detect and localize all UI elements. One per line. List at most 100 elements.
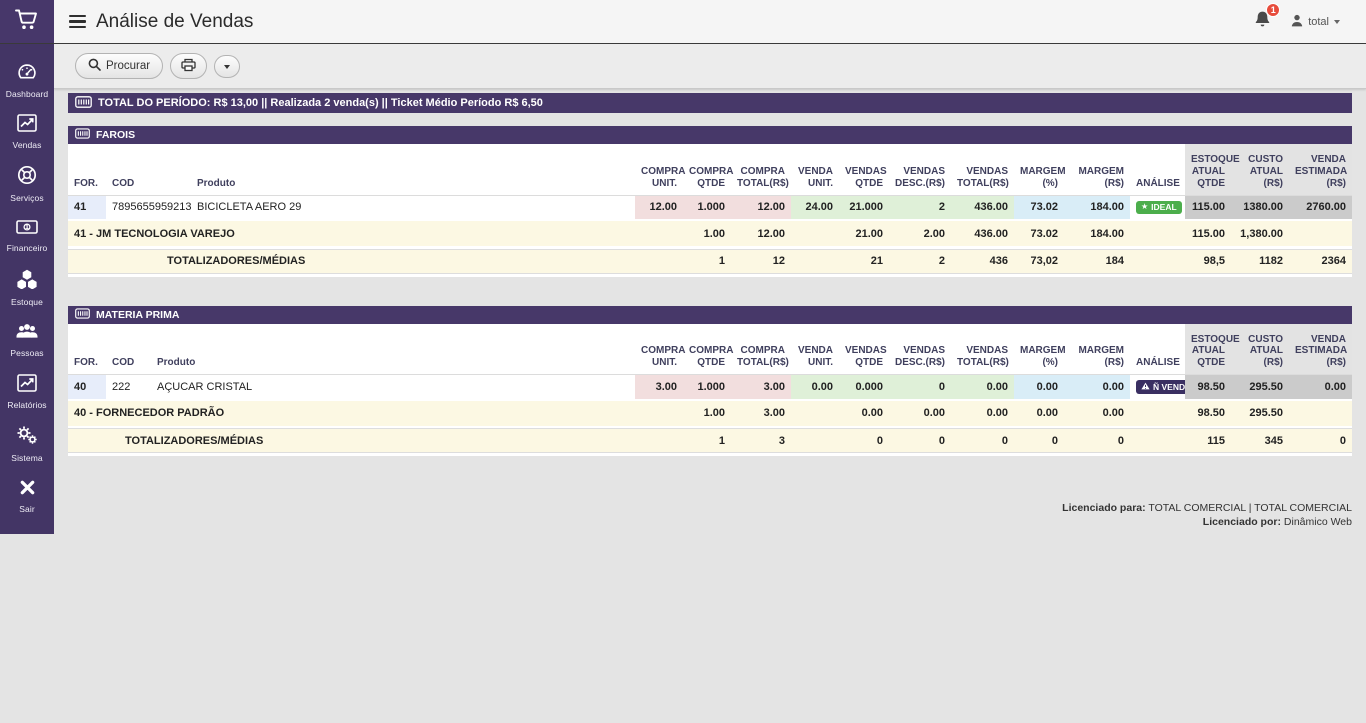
sidebar-item-financeiro[interactable]: 1 Financeiro — [0, 210, 54, 262]
col-margem-rs: MARGEM (R$) — [1078, 165, 1124, 189]
analise-nao-vendeu-badge: Ñ VENDEU — [1136, 379, 1185, 394]
cell-venda-estimada: 0.00 — [1289, 374, 1352, 400]
sidebar-item-sair[interactable]: Sair — [0, 470, 54, 522]
sidebar-item-relatorios[interactable]: Relatórios — [0, 366, 54, 418]
period-summary-bar: TOTAL DO PERÍODO: R$ 13,00 || Realizada … — [68, 93, 1352, 113]
col-compra-unit: COMPRA UNIT. — [641, 345, 686, 369]
col-analise: ANÁLISE — [1136, 177, 1180, 189]
sidebar-item-vendas[interactable]: Vendas — [0, 106, 54, 158]
col-compra-total: COMPRA TOTAL(R$) — [737, 165, 789, 189]
section-title: FAROIS — [96, 129, 136, 141]
barcode-icon — [75, 128, 90, 142]
col-produto: Produto — [197, 177, 236, 189]
col-compra-qtde: COMPRA QTDE — [689, 165, 734, 189]
table-header-row: FOR. COD Produto COMPRA UNIT. COMPRA QTD… — [68, 144, 1352, 195]
cell-analise: Ñ VENDEU — [1130, 375, 1185, 400]
license-info: Licenciado para: TOTAL COMERCIAL | TOTAL… — [68, 501, 1352, 529]
sidebar-item-label: Sair — [19, 503, 35, 514]
totals-label: TOTALIZADORES/MÉDIAS — [68, 428, 635, 453]
cell-custo-atual: 295.50 — [1231, 374, 1289, 400]
col-cod: COD — [112, 357, 135, 369]
licensed-to-label: Licenciado para: — [1062, 502, 1146, 514]
col-cod: COD — [112, 177, 135, 189]
col-analise: ANÁLISE — [1136, 357, 1180, 369]
col-venda-estimada: VENDA ESTIMADA (R$) — [1289, 323, 1352, 375]
barcode-icon — [75, 95, 92, 111]
notification-count-badge: 1 — [1266, 2, 1281, 17]
cell-for: 40 — [68, 374, 106, 400]
users-icon — [15, 322, 39, 345]
subtotal-label: 40 - FORNECEDOR PADRÃO — [68, 398, 635, 426]
menu-toggle-icon[interactable] — [67, 11, 88, 33]
sidebar-item-estoque[interactable]: Estoque — [0, 262, 54, 314]
totals-row: TOTALIZADORES/MÉDIAS 1 3 0 0 0 0 0 115 — [68, 428, 1352, 453]
subtotal-label: 41 - JM TECNOLOGIA VAREJO — [68, 219, 635, 246]
licensed-by-value: Dinâmico Web — [1283, 516, 1352, 528]
sidebar-item-label: Serviços — [10, 193, 44, 203]
table-row: 41 7895655959213 BICICLETA AERO 29 12.00… — [68, 195, 1352, 220]
cell-compra-unit: 12.00 — [635, 195, 683, 220]
bell-icon — [1254, 11, 1271, 33]
col-vendas-desc: VENDAS DESC.(R$) — [895, 345, 946, 369]
cell-custo-atual: 1380.00 — [1231, 195, 1289, 220]
search-button-label: Procurar — [106, 60, 151, 72]
licensed-by-label: Licenciado por: — [1202, 516, 1281, 528]
col-vendas-total: VENDAS TOTAL(R$) — [957, 345, 1009, 369]
cell-vendas-qtde: 0.000 — [839, 374, 889, 400]
cell-cod: 7895655959213 — [112, 201, 191, 214]
cart-icon — [14, 7, 40, 36]
section-farois: FAROIS FOR. COD Produto COMPRA UNIT. — [68, 126, 1352, 277]
supplier-subtotal-row: 40 - FORNECEDOR PADRÃO 1.00 3.00 0.00 0.… — [68, 398, 1352, 426]
cell-vendas-qtde: 21.000 — [839, 195, 889, 220]
cell-analise: ★ IDEAL — [1130, 195, 1185, 220]
col-custo-atual: CUSTO ATUAL (R$) — [1231, 144, 1289, 195]
products-table: FOR. COD Produto COMPRA UNIT. COMPRA QTD… — [68, 323, 1352, 453]
cell-compra-qtde: 1.000 — [683, 195, 731, 220]
cell-vendas-desc: 2 — [889, 195, 951, 220]
section-table-card: FOR. COD Produto COMPRA UNIT. COMPRA QTD… — [68, 323, 1352, 456]
warning-triangle-icon — [1141, 382, 1150, 392]
col-vendas-total: VENDAS TOTAL(R$) — [957, 165, 1009, 189]
sidebar-item-servicos[interactable]: Serviços — [0, 158, 54, 210]
print-options-dropdown-button[interactable] — [214, 54, 241, 78]
sidebar-item-sistema[interactable]: Sistema — [0, 418, 54, 470]
totals-label: TOTALIZADORES/MÉDIAS — [68, 248, 635, 274]
col-vendas-desc: VENDAS DESC.(R$) — [895, 165, 946, 189]
printer-icon — [181, 58, 196, 75]
sidebar-item-label: Pessoas — [10, 348, 44, 358]
search-button[interactable]: Procurar — [75, 53, 164, 79]
sidebar-item-dashboard[interactable]: Dashboard — [0, 54, 54, 106]
notifications-button[interactable]: 1 — [1254, 2, 1281, 34]
sidebar-item-label: Sistema — [11, 453, 43, 463]
cell-margem-rs: 184.00 — [1064, 195, 1130, 220]
col-compra-unit: COMPRA UNIT. — [641, 165, 686, 189]
user-icon — [1291, 14, 1303, 30]
app-logo[interactable] — [0, 0, 54, 43]
toolbar: Procurar — [54, 44, 1366, 89]
col-compra-total: COMPRA TOTAL(R$) — [737, 345, 789, 369]
gears-icon — [16, 425, 38, 450]
print-button[interactable] — [170, 53, 208, 79]
barcode-icon — [75, 307, 90, 322]
col-estoque-atual: ESTOQUE ATUAL QTDE — [1185, 323, 1240, 375]
cell-margem-pct: 73.02 — [1014, 195, 1064, 220]
user-menu-label: total — [1308, 15, 1329, 28]
cell-vendas-desc: 0 — [889, 374, 951, 400]
col-margem-pct: MARGEM (%) — [1020, 165, 1066, 189]
sidebar-item-label: Vendas — [12, 140, 42, 150]
col-compra-qtde: COMPRA QTDE — [689, 345, 734, 369]
sidebar-item-pessoas[interactable]: Pessoas — [0, 314, 54, 366]
cell-vendas-total: 436.00 — [951, 195, 1014, 220]
analise-ideal-badge: ★ IDEAL — [1136, 200, 1182, 214]
totals-row: TOTALIZADORES/MÉDIAS 1 12 21 2 436 73,02… — [68, 248, 1352, 274]
cell-compra-total: 3.00 — [731, 374, 791, 400]
cell-produto: BICICLETA AERO 29 — [197, 201, 302, 214]
star-icon: ★ — [1141, 202, 1149, 212]
money-bill-icon: 1 — [16, 219, 38, 240]
col-venda-unit: VENDA UNIT. — [797, 345, 833, 369]
user-menu[interactable]: total — [1291, 14, 1340, 30]
cell-produto: AÇUCAR CRISTAL — [157, 380, 253, 393]
sidebar-item-label: Financeiro — [6, 243, 48, 253]
col-for: FOR. — [74, 357, 98, 369]
close-icon — [19, 479, 36, 501]
